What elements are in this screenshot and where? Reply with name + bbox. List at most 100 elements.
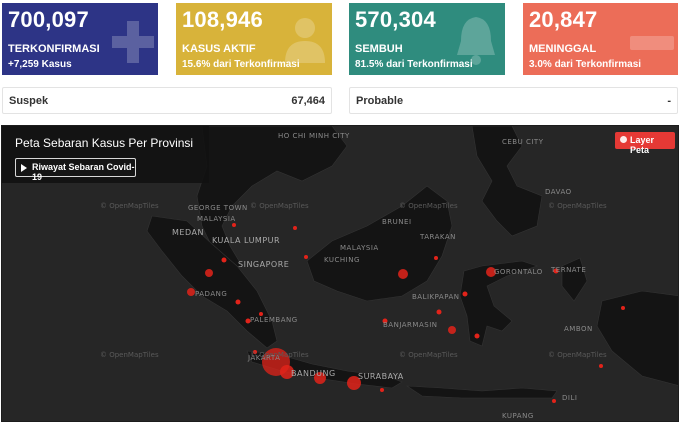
map-attribution: © OpenMapTiles [399,351,458,359]
case-bubble [553,268,559,274]
province-map[interactable]: HO CHI MINH CITY GEORGE TOWN MALAYSIA ME… [1,125,679,422]
place-label: DAVAO [545,188,572,196]
history-button-label: Riwayat Sebaran Covid-19 [32,162,135,182]
case-bubble [448,326,456,334]
minus-icon [630,36,674,50]
terkonfirmasi-label: TERKONFIRMASI [8,43,100,55]
place-label: MALAYSIA [197,215,236,223]
case-bubble [253,350,257,354]
plus-icon [112,21,154,63]
map-attribution: © OpenMapTiles [548,202,607,210]
place-label: TERNATE [551,266,587,274]
bell-icon [457,17,495,65]
place-label: MEDAN [172,228,204,237]
place-label: BALIKPAPAN [412,293,460,301]
card-kasus-aktif: 108,946 KASUS AKTIF 15.6% dari Terkonfir… [176,3,332,75]
place-label: GORONTALO [494,268,543,276]
case-bubble [235,299,241,305]
land-nusa-tenggara [405,385,558,399]
place-label: SURABAYA [358,372,404,381]
case-bubble [462,291,468,297]
place-label: PALEMBANG [250,316,298,324]
place-label: KUALA LUMPUR [212,236,281,245]
place-label: BANDUNG [291,369,336,378]
meninggal-label: MENINGGAL [529,43,597,55]
kasus-aktif-value: 108,946 [182,7,263,32]
case-bubble [232,223,236,227]
sembuh-value: 570,304 [355,7,436,32]
case-bubble [245,318,251,324]
layers-icon [620,136,627,143]
land-borneo [306,185,453,302]
play-icon [21,164,27,172]
place-label: PADANG [195,290,228,298]
case-bubble [259,312,263,316]
place-label: KUCHING [324,256,360,264]
terkonfirmasi-sub: +7,259 Kasus [8,59,72,70]
map-attribution: © OpenMapTiles [250,351,309,359]
suspek-label: Suspek [9,95,49,107]
map-header: Peta Sebaran Kasus Per Provinsi Riwayat … [2,126,209,183]
case-bubble [304,255,308,259]
kasus-aktif-sub: 15.6% dari Terkonfirmasi [182,59,300,70]
case-bubble [398,269,408,279]
case-bubble [293,226,297,230]
kasus-aktif-label: KASUS AKTIF [182,43,256,55]
layer-button[interactable]: Layer Peta [615,132,675,155]
case-bubble [599,364,603,368]
land-sumatra [146,215,278,349]
probable-value: - [667,95,671,107]
sembuh-label: SEMBUH [355,43,403,55]
map-attribution: © OpenMapTiles [100,351,159,359]
case-bubble [187,288,195,296]
case-bubble [474,333,480,339]
place-label: HO CHI MINH CITY [278,132,350,140]
layer-button-label: Layer Peta [630,135,655,155]
card-sembuh: 570,304 SEMBUH 81.5% dari Terkonfirmasi [349,3,505,75]
card-meninggal: 20,847 MENINGGAL 3.0% dari Terkonfirmasi [523,3,678,75]
land-sulawesi [459,260,538,347]
place-label: KUPANG [502,412,534,420]
place-label: BANJARMASIN [383,321,438,329]
sembuh-sub: 81.5% dari Terkonfirmasi [355,59,473,70]
place-label: MALAYSIA [340,244,379,252]
case-bubble [382,318,388,324]
case-bubble [552,399,556,403]
land-mainland [196,126,348,272]
card-terkonfirmasi: 700,097 TERKONFIRMASI +7,259 Kasus [2,3,158,75]
patient-icon [285,18,325,63]
case-bubble [314,372,326,384]
place-label: CEBU CITY [502,138,544,146]
case-bubble [347,376,361,390]
meninggal-value: 20,847 [529,7,598,32]
map-attribution: © OpenMapTiles [548,351,607,359]
history-button[interactable]: Riwayat Sebaran Covid-19 [15,158,136,182]
place-label: JAKARTA [248,354,281,362]
case-bubble [434,256,438,260]
terkonfirmasi-value: 700,097 [8,7,89,32]
suspek-row: Suspek 67,464 [2,87,332,114]
case-bubble [621,306,625,310]
map-attribution: © OpenMapTiles [100,202,159,210]
case-bubble [436,309,442,315]
probable-label: Probable [356,95,404,107]
place-label: GEORGE TOWN [188,204,248,212]
place-label: SINGAPORE [238,260,290,269]
map-title: Peta Sebaran Kasus Per Provinsi [15,136,194,150]
suspek-value: 67,464 [291,95,325,107]
probable-row: Probable - [349,87,678,114]
land-philippines [471,126,543,237]
case-bubble [280,365,294,379]
place-label: DILI [562,394,578,402]
map-attribution: © OpenMapTiles [399,202,458,210]
map-canvas[interactable] [2,126,679,422]
place-label: AMBON [564,325,593,333]
place-label: TARAKAN [420,233,456,241]
case-bubble [205,269,213,277]
meninggal-sub: 3.0% dari Terkonfirmasi [529,59,642,70]
place-label: BRUNEI [382,218,412,226]
land-maluku [561,257,588,302]
map-attribution: © OpenMapTiles [250,202,309,210]
case-bubble [380,388,384,392]
case-bubble [221,257,227,263]
